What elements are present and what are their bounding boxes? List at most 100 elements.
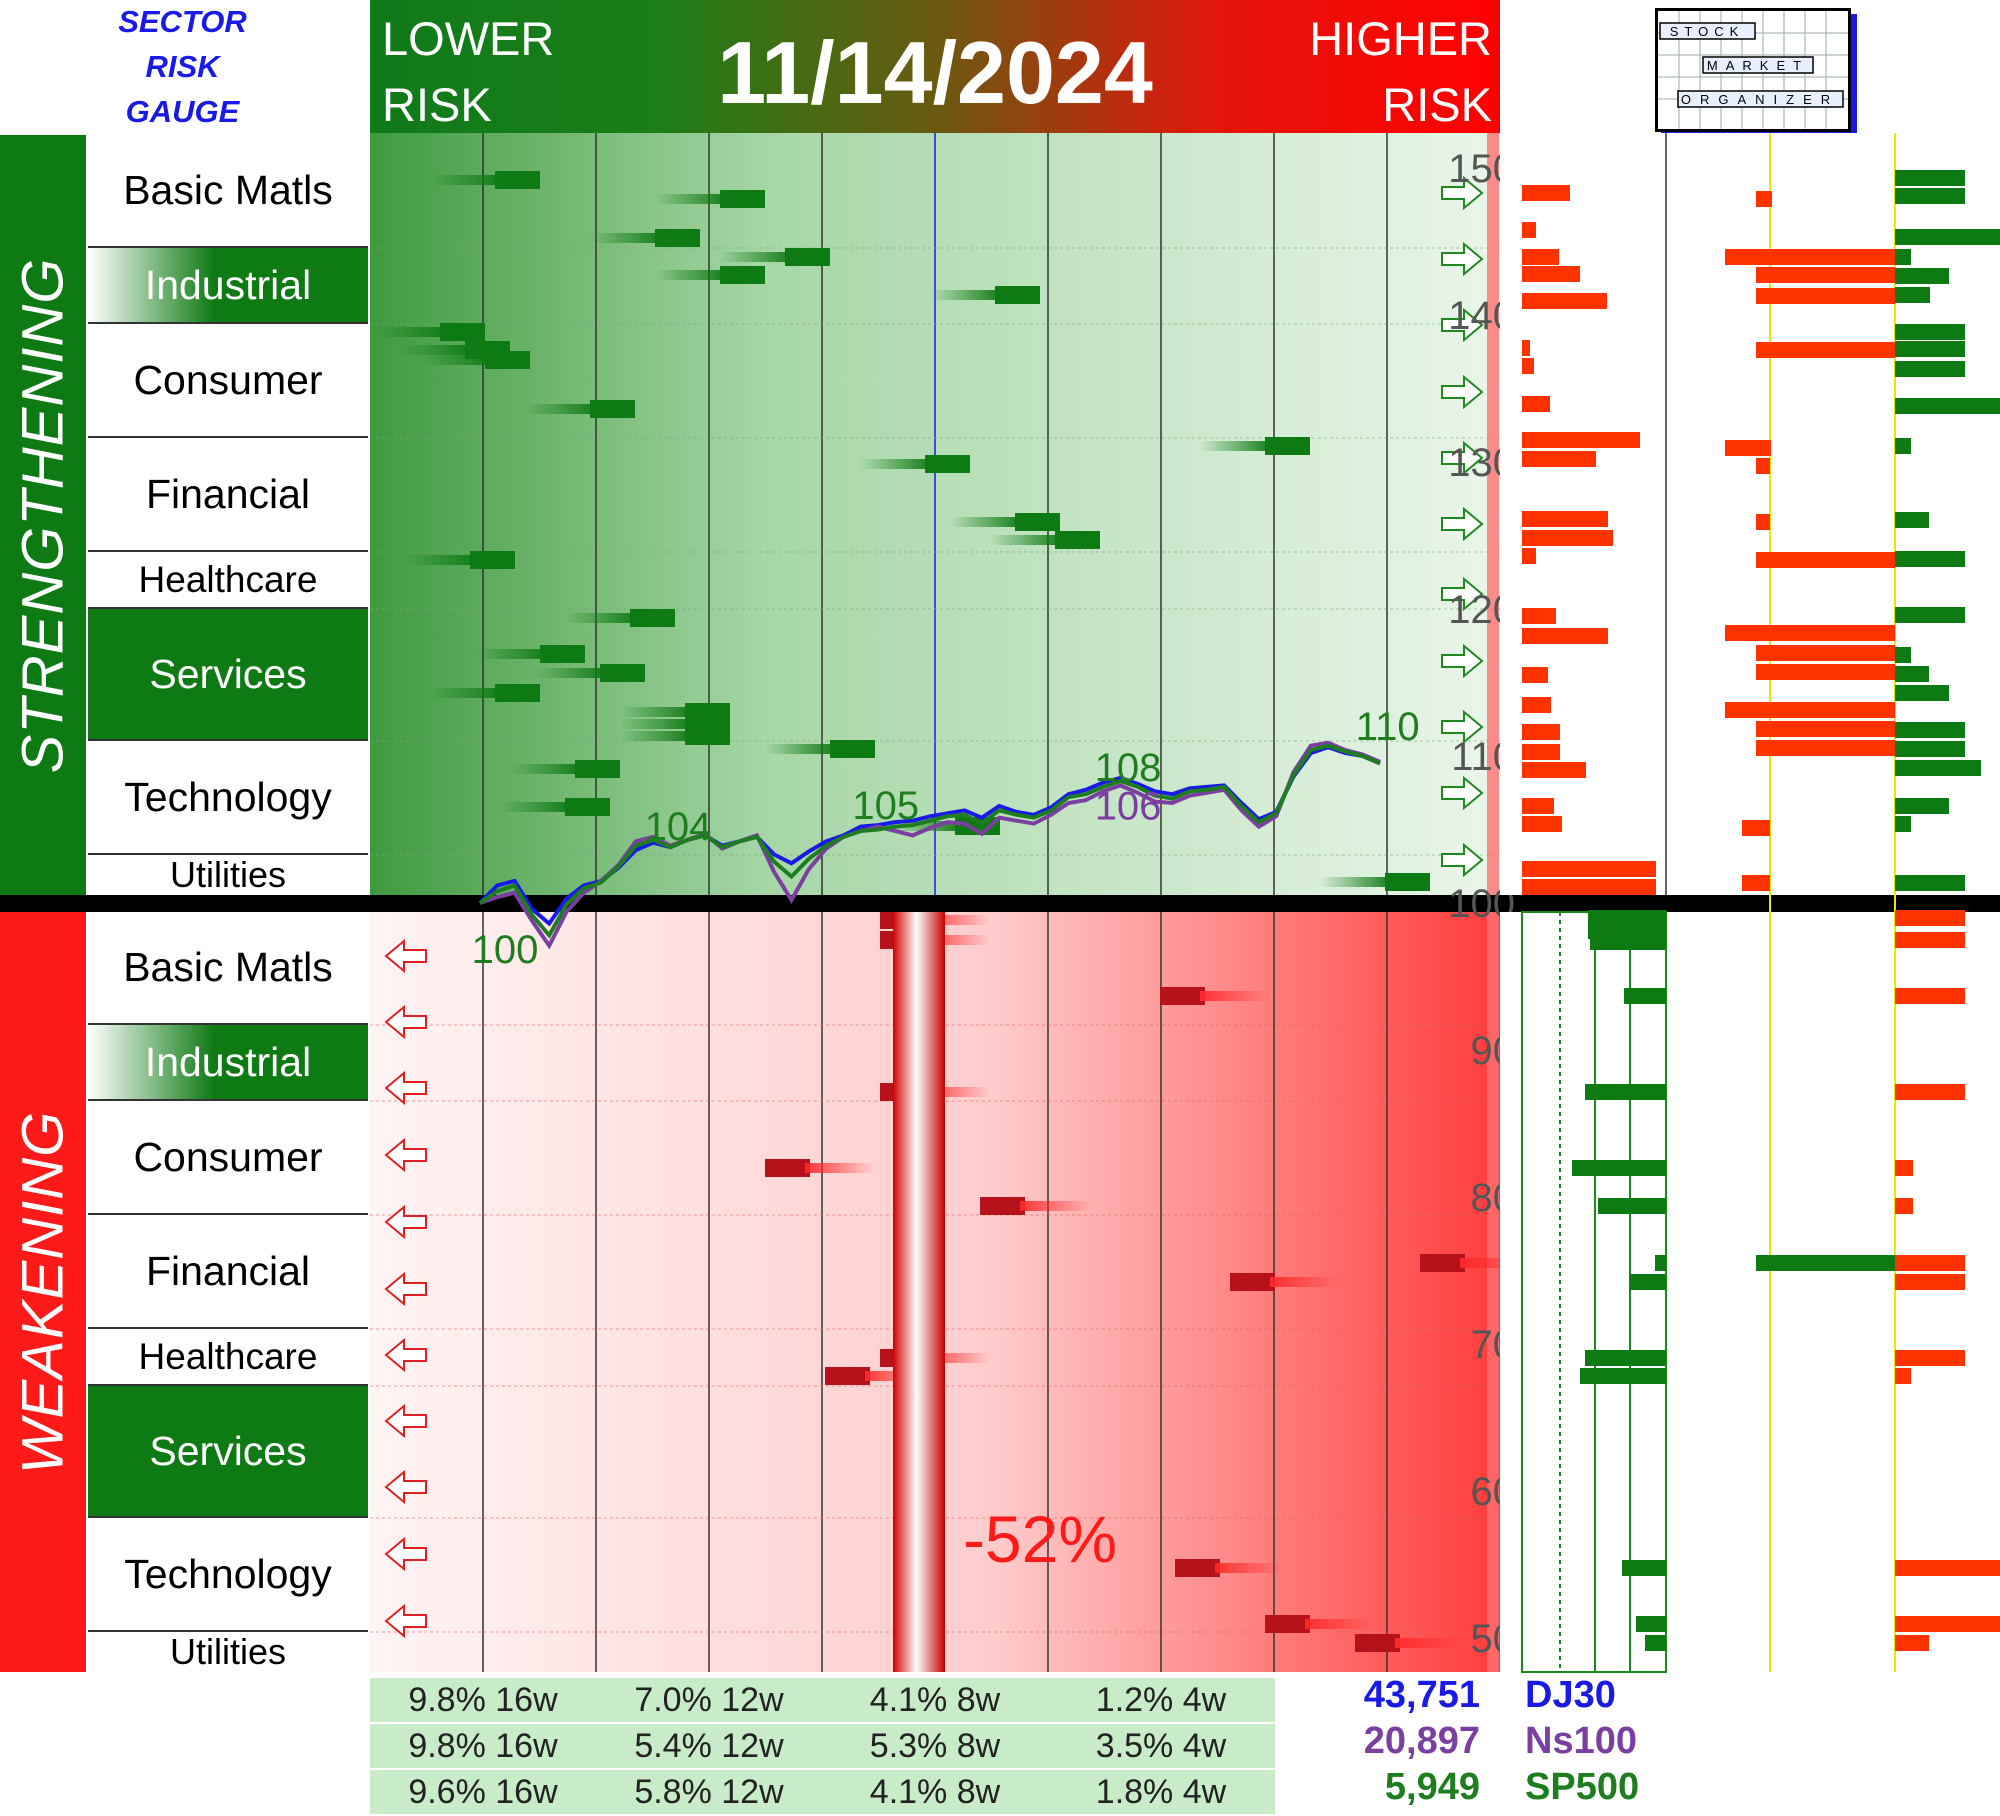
breadth-bar [1522,222,1536,238]
sector-streak-head [720,266,765,284]
sector-streak-tail [890,821,960,831]
sector-streak-tail [1270,1277,1340,1287]
gauge-title: SECTOR RISK GAUGE [0,0,365,133]
sector-streak-tail [1320,877,1390,887]
perf-4w: 1.2% 4w [1095,1680,1227,1719]
sector-label-industrial: Industrial [88,1025,368,1101]
breadth-bar [1522,340,1530,356]
sector-streak-head [590,400,635,418]
logo-word-organizer: ORGANIZER [1681,92,1839,107]
sector-streak-tail [655,270,725,280]
sector-streak-tail [1395,1638,1465,1648]
perf-8w: 4.1% 8w [869,1772,1001,1811]
sector-label-utilities: Utilities [169,1631,286,1672]
perf-12w: 5.4% 12w [634,1726,784,1765]
breadth-bar [1725,249,1895,265]
sector-label-basic-matls: Basic Matls [88,912,368,1025]
sector-streak-tail [920,1353,990,1363]
breadth-bar [1895,1635,1929,1651]
breadth-bar [1895,932,1965,948]
breadth-bar [1522,667,1548,683]
breadth-bar [1742,820,1770,836]
breadth-bar [1895,798,1949,814]
sector-label-financial: Financial [88,438,368,552]
breadth-bar [1630,1274,1666,1290]
sector-streak-tail [510,764,580,774]
sector-streak-head [440,323,485,341]
sector-streak-tail [475,649,545,659]
breadth-bar [1522,530,1613,546]
sector-streak-tail [1215,1563,1285,1573]
sector-label-financial: Financial [88,1215,368,1329]
perf-8w: 5.3% 8w [869,1726,1001,1765]
sector-streak-tail [950,517,1020,527]
left-arrow-icon [384,1536,427,1572]
footer-row-ns100: 9.8% 16w 5.4% 12w 5.3% 8w 3.5% 4w [370,1724,1275,1770]
strengthening-label: STRENGTHENING [0,135,86,895]
right-arrow-icon [1441,576,1484,612]
left-arrow-icon [384,1603,427,1639]
sector-streak-tail [860,459,930,469]
breadth-bar [1895,341,1965,357]
sector-streak-tail [920,935,990,945]
right-arrow-icon [1441,175,1484,211]
breadth-bar [1756,267,1895,283]
title-line: RISK [145,49,220,84]
sector-streak-head [1015,513,1060,531]
sector-streak-tail [1305,1619,1375,1629]
stock-market-organizer-logo: STOCK MARKET ORGANIZER [1655,8,1851,132]
index-value-sp500: 5,949 [1384,1766,1480,1808]
right-arrow-icon [1441,307,1484,343]
sector-streak-tail [720,252,790,262]
breadth-bar [1522,798,1554,814]
sector-streak-head [485,351,530,369]
strengthening-arrows [1441,175,1484,878]
breadth-bar [1725,440,1771,456]
right-arrow-icon [1441,842,1484,878]
breadth-bar [1895,249,1911,265]
higher-risk-line: RISK [1382,78,1492,131]
row-dividers [370,247,1500,856]
breadth-bar [1756,721,1895,737]
sector-streak-tail [990,535,1060,545]
logo-grid-icon: STOCK MARKET ORGANIZER [1658,11,1848,129]
weakening-label: WEAKENING [0,912,86,1672]
sector-streak-head [830,740,875,758]
breadth-bar [1522,724,1560,740]
breadth-bar [1522,511,1608,527]
series-point-label: 106 [1095,784,1162,828]
breadth-bar [1895,875,1965,891]
breadth-bar [1895,741,1965,757]
sector-streak-tail [1200,991,1270,1001]
breadth-bar [1895,438,1911,454]
breadth-bar [1756,458,1770,474]
sector-streak-head [600,664,645,682]
sector-streak-tail [1200,441,1270,451]
breadth-bar [1725,625,1895,641]
sector-streak-head [1355,1634,1400,1652]
weakening-arrows [384,938,427,1639]
sector-streak-head [825,1367,870,1385]
breadth-bar [1756,1255,1895,1271]
breadth-bar [1895,398,2000,414]
sector-streak-tail [565,613,635,623]
sector-streak-head [1175,1559,1220,1577]
breadth-bar [1522,293,1607,309]
breadth-bar [1522,861,1656,877]
sector-streak-head [995,286,1040,304]
breadth-bar [1895,324,1965,340]
breadth-bar [1895,1255,1965,1271]
sector-streak-tail [655,194,725,204]
breadth-bar [1895,1350,1965,1366]
sector-label-services: Services [88,609,368,741]
breadth-bar [1590,934,1666,950]
breadth-bar [1895,551,1965,567]
breadth-bar [1522,432,1640,448]
breadth-bar [1895,988,1965,1004]
left-arrow-icon [384,1070,427,1106]
sector-streak-tail [525,404,595,414]
breadth-bar [1655,1255,1666,1271]
breadth-bar [1895,910,1965,926]
